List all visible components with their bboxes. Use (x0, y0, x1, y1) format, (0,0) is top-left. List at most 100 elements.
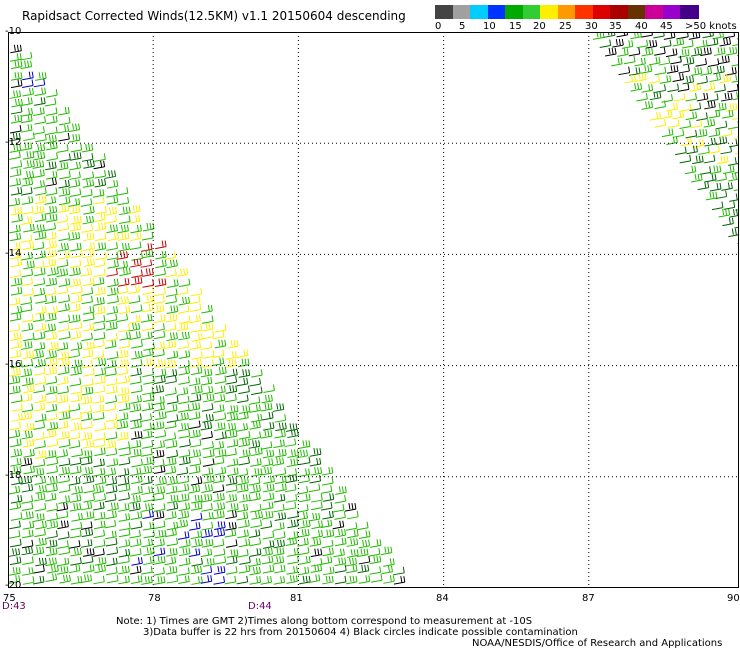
wind-barb (226, 368, 238, 378)
wind-barb (721, 110, 734, 119)
wind-barb (57, 144, 69, 153)
wind-barb (178, 567, 190, 576)
wind-barb (45, 313, 57, 322)
wind-barb (249, 431, 262, 440)
wind-barb (21, 495, 34, 504)
wind-barb (189, 420, 201, 430)
wind-barb (190, 366, 203, 376)
wind-barb (106, 332, 118, 342)
wind-barb (733, 189, 739, 192)
wind-barb (249, 548, 262, 557)
wind-barb (35, 133, 47, 143)
wind-barb (10, 359, 23, 369)
wind-barb (35, 557, 47, 567)
wind-barb (58, 546, 71, 556)
wind-barb (70, 342, 83, 351)
wind-barb (165, 511, 177, 520)
wind-barb (177, 493, 190, 503)
wind-barb (238, 385, 250, 395)
wind-barb (71, 448, 83, 458)
wind-barb (10, 340, 23, 350)
wind-barb (21, 114, 33, 124)
wind-barb (116, 285, 129, 295)
wind-barb (21, 268, 34, 278)
wind-barb (335, 537, 347, 547)
wind-barb (190, 287, 203, 297)
wind-barb (153, 396, 165, 405)
wind-barb (33, 513, 45, 522)
wind-barb (105, 530, 117, 540)
wind-barb (729, 209, 739, 218)
wind-barb (33, 421, 46, 430)
wind-barb (715, 136, 728, 146)
wind-barb (262, 492, 275, 502)
wind-barb (33, 342, 46, 351)
legend-label: 35 (609, 21, 622, 32)
wind-barb (153, 547, 166, 557)
wind-barb (238, 519, 250, 529)
wind-barb (699, 166, 712, 175)
wind-barb (200, 494, 213, 503)
wind-barb (21, 178, 34, 187)
wind-barb (20, 124, 33, 133)
wind-barb (226, 439, 239, 448)
wind-barb (35, 195, 47, 205)
wind-barb (166, 548, 178, 557)
legend-swatch (540, 5, 559, 19)
wind-barb (177, 475, 190, 485)
wind-barb (23, 132, 35, 142)
wind-barb (68, 431, 81, 441)
wind-barb (272, 457, 285, 466)
wind-barb (261, 501, 274, 511)
legend-swatch (557, 5, 576, 19)
wind-barb (131, 486, 143, 495)
wind-barb (190, 512, 203, 522)
wind-barb (722, 217, 734, 227)
wind-barb (131, 475, 143, 485)
legend-swatch (662, 5, 682, 19)
wind-barb (23, 449, 35, 458)
wind-barb (20, 411, 33, 421)
wind-barb (143, 529, 155, 539)
wind-barb (299, 493, 311, 503)
wind-barb (58, 531, 70, 540)
wind-barb (81, 378, 94, 387)
wind-barb (141, 503, 154, 512)
wind-barb (261, 411, 274, 421)
wind-barb (10, 512, 23, 521)
wind-barb (94, 178, 107, 188)
wind-barb (238, 456, 250, 466)
wind-barb (44, 97, 57, 107)
wind-barb (248, 477, 261, 486)
wind-barb (369, 539, 382, 548)
wind-barb (189, 438, 202, 448)
wind-barb (106, 377, 118, 387)
wind-barb (166, 332, 178, 342)
wind-barb (309, 474, 322, 484)
wind-barb (93, 520, 106, 530)
wind-barb (32, 260, 45, 269)
wind-barb (202, 393, 215, 403)
wind-barb (275, 422, 287, 432)
wind-barb (129, 403, 142, 413)
wind-barb (393, 566, 405, 576)
wind-barb (285, 474, 298, 484)
wind-barb (59, 574, 71, 584)
wind-barb (212, 404, 225, 414)
wind-barb (141, 440, 154, 449)
wind-barb (129, 467, 142, 477)
wind-barb (70, 411, 83, 421)
wind-barb (93, 160, 106, 170)
wind-barb (698, 146, 710, 155)
wind-barb (20, 368, 33, 378)
wind-barb (237, 411, 249, 421)
wind-barb (57, 540, 69, 549)
wind-barb (20, 476, 33, 485)
wind-barb (155, 477, 167, 486)
wind-barb (105, 395, 118, 404)
wind-barb (272, 556, 285, 565)
wind-barb (93, 529, 106, 539)
wind-barb (212, 456, 225, 466)
wind-barb (166, 259, 178, 269)
wind-barb (200, 548, 213, 558)
